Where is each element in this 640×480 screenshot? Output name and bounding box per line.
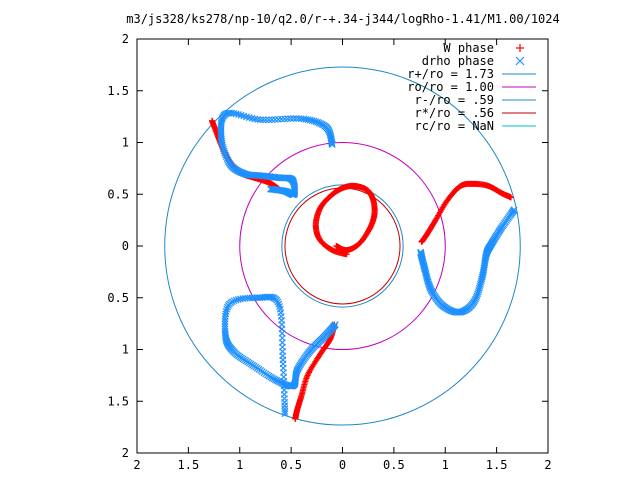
drho-phase-point [287,115,295,122]
drho-phase-point [223,155,231,163]
legend-marker-cross [515,56,525,66]
drho-phase-point [474,290,482,298]
chart-title: m3/js328/ks278/np-10/q2.0/r-+.34-j344/lo… [126,12,559,26]
drho-phase-point [259,116,267,124]
drho-phase-point [222,308,230,315]
y-axis-ticks: 2 1.5 1 0.5 0 0.5 1 1.5 2 [107,32,548,460]
x-tick-label: 0.5 [383,458,405,472]
drho-phase-point [473,292,481,300]
drho-phase-point [476,282,484,290]
drho-phase-point [221,323,229,330]
drho-phase-point [475,284,483,292]
drho-phase-point [281,410,289,418]
drho-phase-point [510,206,518,214]
drho-phase-point [256,116,264,124]
legend-label: ro/ro = 1.00 [407,80,494,94]
legend-label: W phase [443,41,494,55]
legend-label: r*/ro = .56 [415,106,494,120]
legend-label: rc/ro = NaN [415,119,494,133]
drho-phase-point [262,116,270,124]
drho-phase-point [281,402,289,410]
y-tick-label: 2 [122,446,129,460]
drho-phase-point [232,110,240,118]
y-tick-label: 1.5 [107,394,129,408]
drho-phase-point [474,288,482,296]
y-tick-label: 0.5 [107,187,129,201]
y-tick-label: 1 [122,343,129,357]
reference-circle [281,184,404,308]
drho-phase-point [220,147,228,155]
y-tick-label: 1.5 [107,84,129,98]
y-tick-label: 0 [122,239,129,253]
reference-circle [164,66,521,426]
x-tick-label: 2 [133,458,140,472]
drho-phase-point [221,320,229,328]
drho-phase-point [254,116,262,123]
drho-phase-point [220,145,227,153]
phase-series [209,109,518,422]
x-tick-label: 2 [544,458,551,472]
legend-label: r+/ro = 1.73 [407,67,494,81]
drho-phase-point [230,297,238,305]
drho-phase-point [224,156,232,164]
drho-phase-point [219,143,227,151]
drho-phase-point [475,286,483,294]
y-tick-label: 1 [122,136,129,150]
drho-phase-point [222,153,230,161]
drho-phase-point [306,116,314,124]
drho-phase-point [222,151,229,159]
reference-circle [284,187,401,305]
drho-phase-point [221,149,229,157]
legend-label: r-/ro = .59 [415,93,494,107]
y-tick-label: 0.5 [107,291,129,305]
x-tick-label: 1.5 [178,458,200,472]
legend-label: drho phase [422,54,494,68]
drho-phase-point [274,298,282,306]
drho-phase-point [281,408,289,415]
x-tick-label: 1.5 [486,458,508,472]
drho-phase-point [228,298,236,306]
drho-phase-point [223,305,231,313]
drho-phase-point [328,141,336,148]
x-axis-ticks: 2 1.5 1 0.5 0 0.5 1 1.5 2 [133,39,552,472]
x-tick-label: 1 [236,458,243,472]
y-tick-label: 2 [122,32,129,46]
reference-circle [239,142,446,350]
w-phase-point [343,251,350,258]
legend-marker-plus [516,44,524,52]
x-tick-label: 1 [442,458,449,472]
x-tick-label: 0 [339,458,346,472]
drho-phase-point [290,115,297,122]
drho-phase-point [224,303,231,311]
x-tick-label: 0.5 [280,458,302,472]
w-phase-point [418,238,425,245]
